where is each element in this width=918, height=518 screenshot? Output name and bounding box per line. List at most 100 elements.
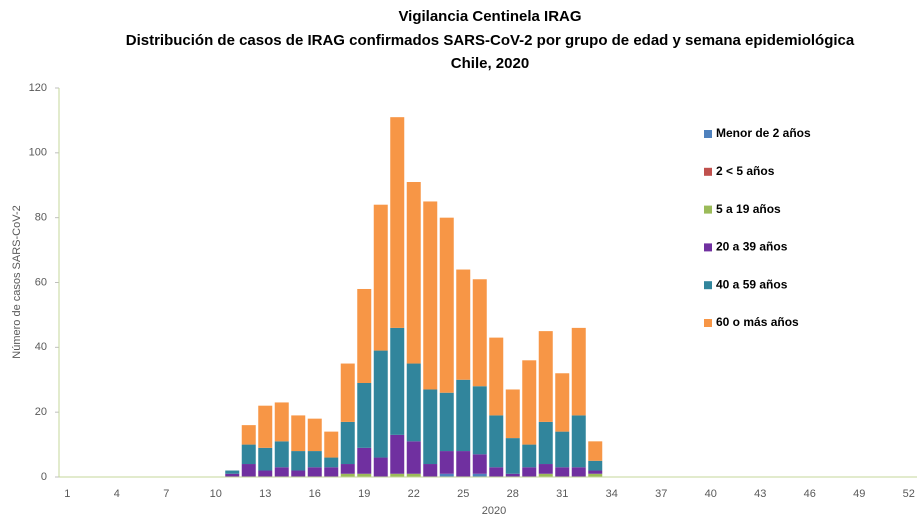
bar-segment: [439, 451, 454, 474]
bar-segment: [225, 470, 240, 474]
bar-segment: [373, 350, 388, 458]
bar-segment: [406, 182, 421, 364]
bar-segment: [456, 451, 471, 477]
bar-segment: [489, 337, 504, 416]
bar-segment: [390, 117, 405, 328]
chart-subtitle: Distribución de casos de IRAG confirmado…: [126, 32, 855, 49]
legend-label: 5 a 19 años: [716, 202, 781, 216]
bar-segment: [357, 473, 372, 477]
bar-segment: [357, 382, 372, 448]
legend-label: 20 a 39 años: [716, 240, 788, 254]
y-tick-label: 60: [35, 276, 47, 288]
legend-marker: [704, 130, 712, 138]
bar-segment: [340, 464, 355, 474]
bar-segment: [522, 467, 537, 477]
bar-segment: [241, 425, 256, 445]
legend-marker: [704, 205, 712, 214]
bar-segment: [340, 421, 355, 465]
x-tick-label: 25: [457, 488, 469, 500]
bar-segment: [291, 451, 306, 471]
bar-segment: [258, 447, 273, 471]
bar-segment: [456, 379, 471, 452]
bar-segment: [538, 464, 553, 474]
bar-segment: [406, 473, 421, 477]
y-axis-label: Número de casos SARS-CoV-2: [11, 205, 23, 358]
x-tick-label: 22: [408, 488, 420, 500]
bar-segment: [571, 467, 586, 477]
legend-marker: [704, 243, 712, 252]
bar-segment: [423, 201, 438, 390]
bar-segment: [456, 269, 471, 380]
legend-label: 60 o más años: [716, 315, 799, 329]
bar-segment: [522, 360, 537, 445]
bar-segment: [489, 415, 504, 468]
bar-segment: [555, 373, 570, 432]
x-tick-label: 19: [358, 488, 370, 500]
bar-segment: [307, 467, 322, 477]
chart-subtitle: Chile, 2020: [451, 55, 529, 72]
y-tick-label: 20: [35, 406, 47, 418]
bar-segment: [340, 363, 355, 422]
y-tick-label: 120: [29, 82, 47, 94]
bar-segment: [307, 451, 322, 468]
bar-segment: [406, 441, 421, 474]
bar-segment: [406, 363, 421, 442]
bar-segment: [489, 467, 504, 477]
y-tick-label: 40: [35, 341, 47, 353]
chart-title: Vigilancia Centinela IRAG: [398, 8, 581, 25]
bar-segment: [555, 467, 570, 477]
y-tick-label: 80: [35, 212, 47, 224]
bar-segment: [373, 204, 388, 351]
x-tick-label: 7: [163, 488, 169, 500]
x-tick-label: 4: [114, 488, 120, 500]
bar-segment: [555, 431, 570, 468]
bar-segment: [588, 470, 603, 474]
bar-segment: [538, 331, 553, 422]
bar-segment: [274, 441, 289, 468]
bar-segment: [423, 464, 438, 477]
bar-segment: [357, 288, 372, 383]
bar-segment: [324, 457, 339, 468]
bar-segment: [241, 444, 256, 465]
legend-label: Menor de 2 años: [716, 126, 811, 140]
bar-segment: [340, 473, 355, 477]
bar-segment: [357, 447, 372, 474]
bar-segment: [324, 467, 339, 477]
bar-segment: [423, 389, 438, 465]
bar-segment: [390, 473, 405, 477]
legend-label: 40 a 59 años: [716, 277, 788, 291]
y-tick-label: 0: [41, 471, 47, 483]
bar-segment: [505, 389, 520, 439]
bar-segment: [225, 473, 240, 477]
bar-segment: [390, 327, 405, 435]
bar-segment: [588, 473, 603, 477]
bar-segment: [571, 327, 586, 416]
bar-segment: [258, 470, 273, 477]
x-tick-label: 28: [507, 488, 519, 500]
bar-segment: [241, 464, 256, 477]
x-tick-label: 16: [309, 488, 321, 500]
x-tick-label: 31: [556, 488, 568, 500]
legend-marker: [704, 167, 712, 176]
x-tick-label: 34: [606, 488, 618, 500]
x-tick-label: 1: [64, 488, 70, 500]
bar-segment: [324, 431, 339, 458]
x-tick-label: 10: [210, 488, 222, 500]
x-tick-label: 49: [853, 488, 865, 500]
x-tick-label: 37: [655, 488, 667, 500]
bar-segment: [390, 434, 405, 474]
bar-segment: [472, 454, 487, 474]
bar-segment: [274, 402, 289, 442]
bar-segment: [472, 279, 487, 387]
bar-segment: [373, 457, 388, 477]
bar-segment: [505, 473, 520, 477]
bar-segment: [588, 441, 603, 461]
bar-segment: [571, 415, 586, 468]
bar-segment: [291, 415, 306, 452]
y-tick-label: 100: [29, 147, 47, 159]
bar-segment: [588, 460, 603, 471]
bar-segment: [472, 386, 487, 455]
x-tick-label: 13: [259, 488, 271, 500]
bar-segment: [505, 438, 520, 474]
